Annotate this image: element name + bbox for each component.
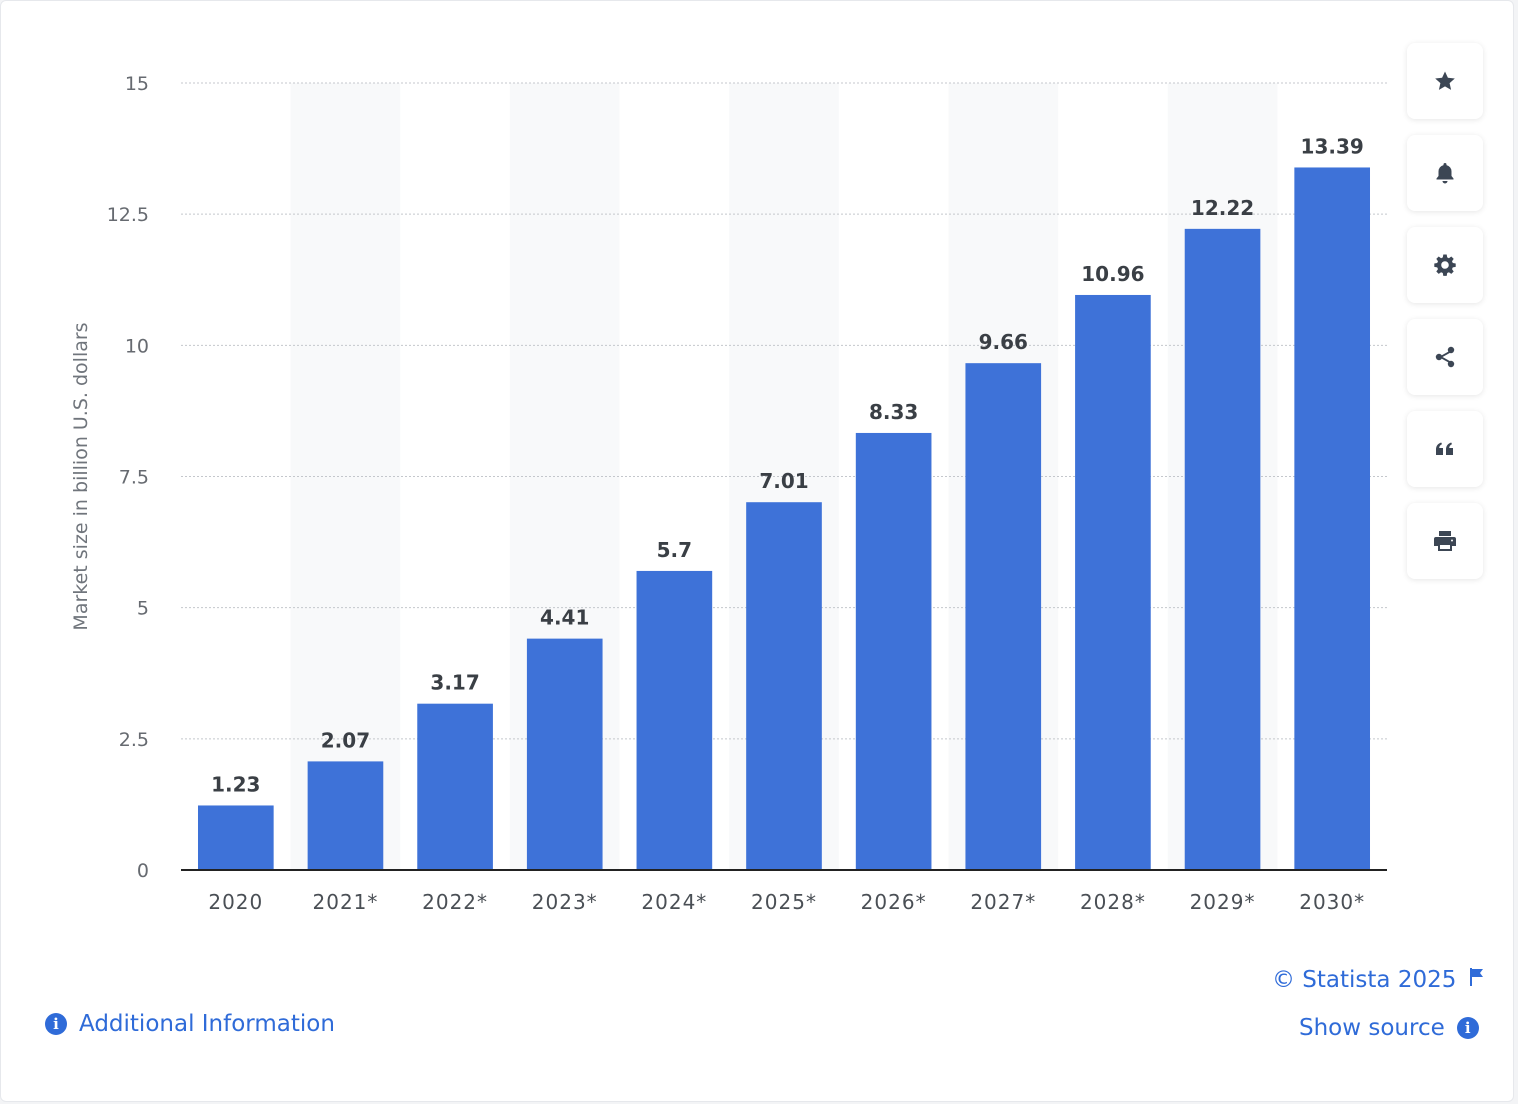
x-tick-label: 2030*	[1299, 890, 1365, 914]
bar	[307, 761, 384, 870]
bell-icon	[1436, 163, 1454, 184]
bar	[1075, 294, 1151, 870]
x-tick-label: 2022*	[422, 890, 488, 914]
x-tick-label: 2027*	[970, 890, 1036, 914]
additional-information-link[interactable]: i Additional Information	[45, 1011, 335, 1037]
info-icon: i	[1456, 1017, 1479, 1039]
y-tick-label: 15	[125, 73, 149, 95]
show-source-text: Show source	[1299, 1015, 1445, 1041]
copyright-text: © Statista 2025	[1272, 967, 1457, 993]
data-label: 9.66	[979, 330, 1028, 354]
x-tick-label: 2023*	[532, 890, 598, 914]
bar	[636, 570, 713, 870]
bar	[746, 502, 822, 870]
x-tick-label: 2028*	[1080, 890, 1146, 914]
x-tick-label: 2021*	[313, 890, 379, 914]
bar	[417, 703, 493, 870]
info-icon: i	[45, 1013, 67, 1035]
y-tick-label: 12.5	[107, 204, 149, 226]
y-tick-label: 2.5	[119, 729, 149, 751]
y-axis-title: Market size in billion U.S. dollars	[70, 322, 92, 630]
bar	[1184, 228, 1261, 871]
star-icon	[1435, 71, 1455, 90]
y-tick-label: 5	[137, 598, 149, 620]
bar	[197, 805, 274, 870]
additional-information-text: Additional Information	[79, 1011, 335, 1037]
cite-button[interactable]	[1407, 411, 1483, 487]
y-tick-label: 0	[137, 860, 149, 882]
copyright-link[interactable]: © Statista 2025	[1272, 967, 1486, 993]
x-tick-label: 2029*	[1190, 890, 1256, 914]
printer-icon	[1434, 531, 1456, 551]
data-label: 12.22	[1191, 196, 1254, 220]
settings-button[interactable]	[1407, 227, 1483, 303]
data-label: 3.17	[430, 671, 479, 695]
share-button[interactable]	[1407, 319, 1483, 395]
data-label: 13.39	[1301, 134, 1364, 158]
show-source-link[interactable]: Show source i	[1299, 1015, 1479, 1041]
data-label: 5.7	[657, 538, 692, 562]
data-label: 1.23	[211, 772, 260, 796]
data-label: 4.41	[540, 606, 589, 630]
data-label: 8.33	[869, 400, 918, 424]
gear-icon	[1434, 254, 1456, 276]
print-button[interactable]	[1407, 503, 1483, 579]
y-tick-label: 10	[125, 335, 149, 357]
quote-icon	[1436, 442, 1453, 455]
data-label: 7.01	[759, 469, 808, 493]
x-tick-label: 2026*	[861, 890, 927, 914]
x-tick-label: 2025*	[751, 890, 817, 914]
bar	[965, 363, 1042, 870]
bar	[1294, 167, 1371, 871]
y-tick-label: 7.5	[119, 467, 149, 489]
flag-icon	[1468, 967, 1486, 993]
favorite-button[interactable]	[1407, 43, 1483, 119]
bar	[526, 638, 603, 870]
share-icon	[1435, 346, 1455, 368]
bar	[855, 432, 932, 870]
x-tick-label: 2020	[208, 890, 263, 914]
data-label: 10.96	[1081, 262, 1144, 286]
notification-button[interactable]	[1407, 135, 1483, 211]
x-tick-label: 2024*	[641, 890, 707, 914]
data-label: 2.07	[321, 728, 370, 752]
bar-chart: 0 2.5 5 7.5 10 12.5 15 Market size in billion U…	[70, 73, 1387, 914]
